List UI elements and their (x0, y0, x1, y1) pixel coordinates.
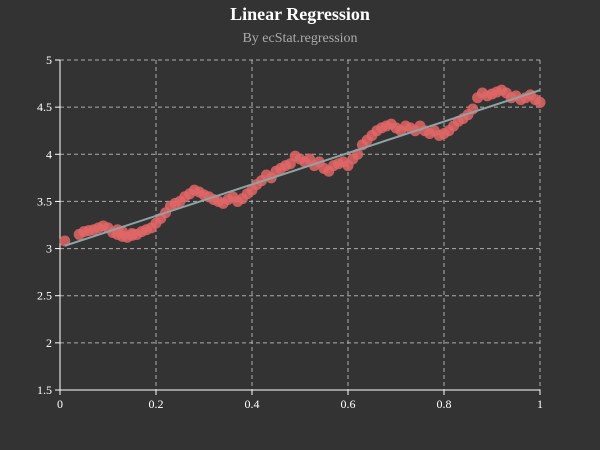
y-tick-label: 3 (46, 242, 52, 256)
y-tick-label: 3.5 (37, 194, 52, 208)
chart-title: Linear Regression (230, 4, 370, 24)
data-point (534, 96, 546, 108)
x-tick-label: 1 (537, 397, 543, 411)
regression-line (64, 89, 541, 247)
chart-subtitle: By ecStat.regression (242, 31, 358, 46)
y-tick-label: 4 (46, 147, 52, 161)
x-tick-label: 0.2 (149, 397, 164, 411)
x-tick-label: 0.6 (341, 397, 356, 411)
x-tick-label: 0 (57, 397, 63, 411)
y-tick-label: 4.5 (37, 100, 52, 114)
y-tick-label: 5 (46, 53, 52, 67)
y-tick-label: 2.5 (37, 289, 52, 303)
y-tick-label: 1.5 (37, 383, 52, 397)
data-point (59, 235, 71, 247)
y-tick-label: 2 (46, 336, 52, 350)
x-tick-label: 0.8 (437, 397, 452, 411)
x-tick-label: 0.4 (245, 397, 260, 411)
